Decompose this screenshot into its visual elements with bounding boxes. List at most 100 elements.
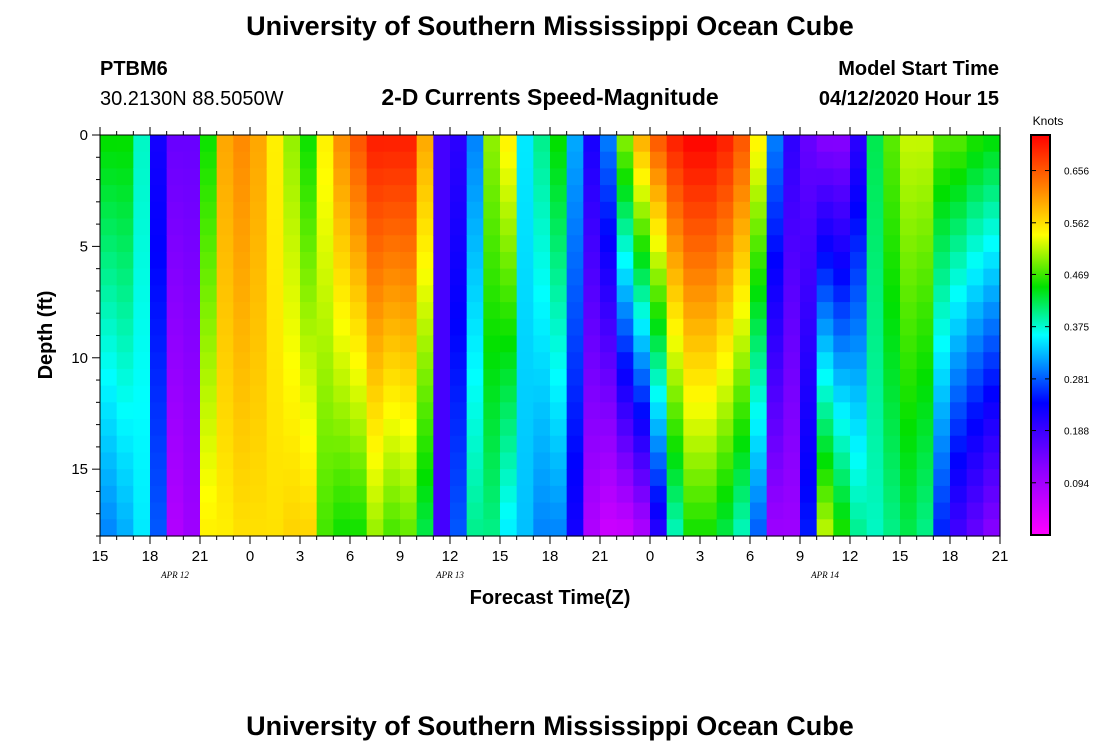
heatmap-cell — [750, 235, 768, 253]
heatmap-cell — [400, 519, 418, 537]
heatmap-cell — [766, 502, 784, 520]
heatmap-cell — [600, 302, 618, 320]
heatmap-cell — [233, 218, 251, 236]
heatmap-cell — [250, 519, 268, 537]
heatmap-cell — [716, 352, 734, 370]
heatmap-cell — [733, 402, 751, 420]
heatmap-cell — [950, 385, 968, 403]
heatmap-cell — [200, 402, 218, 420]
heatmap-cell — [133, 452, 151, 470]
heatmap-cell — [183, 218, 201, 236]
heatmap-cell — [883, 185, 901, 203]
heatmap-cell — [333, 302, 351, 320]
heatmap-cell — [483, 218, 501, 236]
heatmap-cell — [266, 185, 284, 203]
heatmap-cell — [616, 452, 634, 470]
heatmap-cell — [550, 402, 568, 420]
heatmap-cell — [383, 519, 401, 537]
heatmap-cell — [783, 302, 801, 320]
heatmap-cell — [383, 251, 401, 270]
heatmap-cell — [900, 485, 918, 504]
heatmap-cell — [250, 335, 268, 353]
heatmap-cell — [266, 335, 284, 353]
heatmap-cell — [466, 485, 484, 504]
heatmap-cell — [466, 402, 484, 420]
heatmap-cell — [783, 318, 801, 337]
heatmap-cell — [200, 235, 218, 253]
heatmap-cell — [600, 385, 618, 403]
heatmap-cell — [516, 419, 534, 437]
heatmap-cell — [133, 268, 151, 286]
heatmap-cell — [733, 151, 751, 170]
heatmap-cell — [666, 302, 684, 320]
heatmap-cell — [650, 201, 668, 220]
heatmap-cell — [450, 335, 468, 353]
heatmap-cell — [933, 352, 951, 370]
heatmap-cell — [983, 335, 1001, 353]
heatmap-cell — [866, 151, 884, 170]
heatmap-cell — [983, 368, 1001, 387]
heatmap-cell — [683, 268, 701, 286]
heatmap-cell — [866, 368, 884, 387]
heatmap-cell — [283, 502, 301, 520]
heatmap-cell — [666, 151, 684, 170]
heatmap-cell — [133, 235, 151, 253]
heatmap-cell — [116, 185, 134, 203]
heatmap-cell — [883, 168, 901, 186]
heatmap-cell — [583, 151, 601, 170]
heatmap-cell — [466, 318, 484, 337]
heatmap-cell — [566, 519, 584, 537]
heatmap-cell — [166, 485, 184, 504]
heatmap-cell — [116, 519, 134, 537]
heatmap-cell — [483, 135, 501, 153]
heatmap-cell — [683, 285, 701, 303]
heatmap-cell — [883, 502, 901, 520]
heatmap-cell — [233, 385, 251, 403]
heatmap-plot — [100, 135, 1001, 537]
heatmap-cell — [633, 168, 651, 186]
heatmap-cell — [316, 502, 334, 520]
heatmap-cell — [216, 218, 234, 236]
heatmap-cell — [100, 168, 118, 186]
heatmap-cell — [616, 435, 634, 454]
heatmap-cell — [966, 235, 984, 253]
heatmap-cell — [966, 402, 984, 420]
heatmap-cell — [466, 251, 484, 270]
heatmap-cell — [483, 435, 501, 454]
heatmap-cell — [250, 151, 268, 170]
heatmap-cell — [983, 201, 1001, 220]
heatmap-cell — [766, 435, 784, 454]
heatmap-cell — [500, 218, 518, 236]
heatmap-cell — [816, 485, 834, 504]
heatmap-cell — [933, 285, 951, 303]
heatmap-cell — [716, 452, 734, 470]
heatmap-cell — [750, 502, 768, 520]
heatmap-cell — [783, 285, 801, 303]
heatmap-cell — [383, 135, 401, 153]
heatmap-cell — [500, 368, 518, 387]
heatmap-cell — [800, 218, 818, 236]
heatmap-cell — [866, 452, 884, 470]
heatmap-cell — [933, 168, 951, 186]
heatmap-cell — [450, 502, 468, 520]
x-tick-label: 18 — [542, 548, 559, 565]
heatmap-cell — [316, 519, 334, 537]
heatmap-cell — [550, 335, 568, 353]
heatmap-cell — [500, 251, 518, 270]
heatmap-cell — [883, 235, 901, 253]
heatmap-cell — [500, 335, 518, 353]
heatmap-cell — [200, 385, 218, 403]
heatmap-cell — [516, 402, 534, 420]
heatmap-cell — [550, 485, 568, 504]
heatmap-cell — [666, 218, 684, 236]
heatmap-cell — [833, 352, 851, 370]
heatmap-cell — [250, 502, 268, 520]
x-tick-label: 15 — [492, 548, 509, 565]
heatmap-cell — [850, 469, 868, 487]
heatmap-cell — [183, 318, 201, 337]
heatmap-cell — [683, 419, 701, 437]
heatmap-cell — [516, 502, 534, 520]
heatmap-cell — [783, 151, 801, 170]
heatmap-cell — [883, 335, 901, 353]
